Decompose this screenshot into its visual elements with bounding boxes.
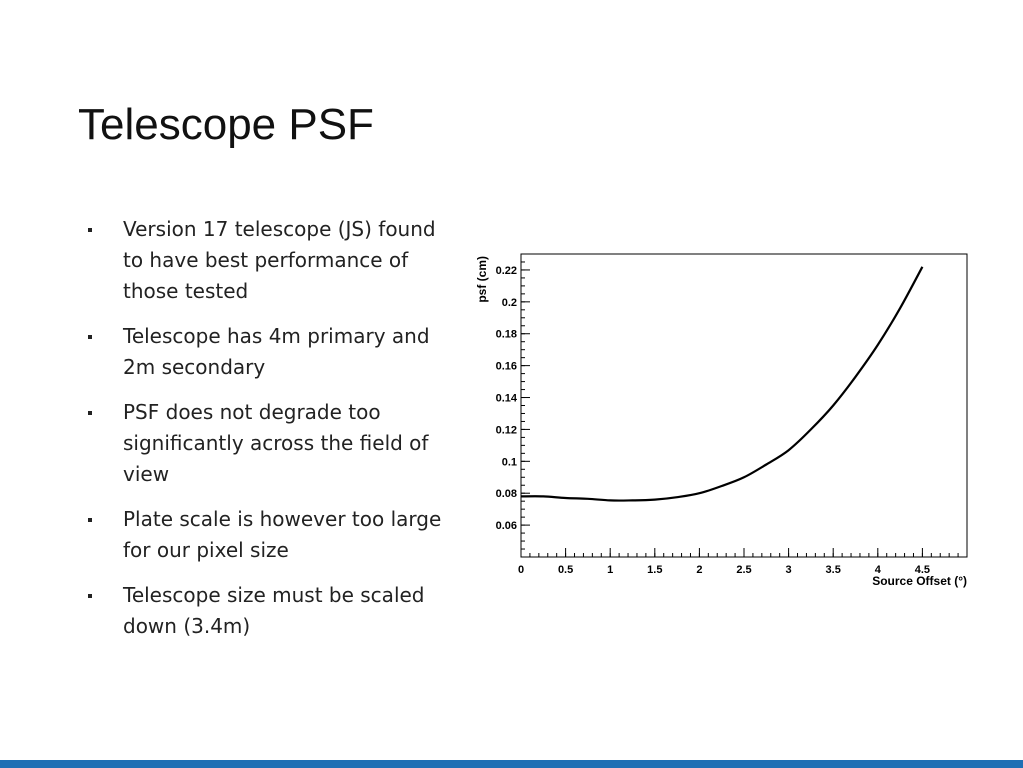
y-tick-label: 0.18: [496, 329, 517, 341]
y-tick-label: 0.2: [502, 297, 517, 309]
chart-svg: 0 0.5 1 1.5 2 2.5 3 3.5 4 4.5 0.06 0.08 0.1 0.12 0.14 0…: [475, 253, 968, 588]
x-tick-label: 3.5: [826, 564, 841, 576]
x-tick-label: 0: [518, 564, 524, 576]
x-tick-label: 1.5: [647, 564, 662, 576]
y-tick-label: 0.08: [496, 488, 517, 500]
x-tick-label: 4: [875, 564, 882, 576]
x-tick-label: 2: [696, 564, 702, 576]
bullet-text: Plate scale is however too large for our…: [123, 507, 442, 562]
bullet-text: PSF does not degrade too significantly a…: [123, 400, 429, 486]
slide-title: Telescope PSF: [78, 100, 374, 149]
bullet-marker-icon: [88, 594, 92, 598]
bullet-marker-icon: [88, 411, 92, 415]
x-axis-label: Source Offset (°): [872, 574, 967, 588]
bullet-item: Telescope has 4m primary and 2m secondar…: [88, 321, 460, 383]
bullet-marker-icon: [88, 518, 92, 522]
x-tick-label: 4.5: [915, 564, 930, 576]
bottom-accent-bar: [0, 760, 1023, 768]
y-tick-label: 0.06: [496, 520, 517, 532]
bullet-list: Version 17 telescope (JS) found to have …: [88, 214, 460, 656]
y-tick-label: 0.12: [496, 424, 517, 436]
bullet-item: PSF does not degrade too significantly a…: [88, 397, 460, 490]
bullet-item: Plate scale is however too large for our…: [88, 504, 460, 566]
plot-frame: [520, 253, 968, 558]
bullet-text: Telescope size must be scaled down (3.4m…: [123, 583, 425, 638]
y-tick-label: 0.16: [496, 361, 517, 373]
y-tick-label: 0.1: [502, 456, 517, 468]
x-tick-label: 3: [786, 564, 792, 576]
x-tick-label: 0.5: [558, 564, 573, 576]
bullet-marker-icon: [88, 335, 92, 339]
bullet-marker-icon: [88, 228, 92, 232]
bullet-item: Telescope size must be scaled down (3.4m…: [88, 580, 460, 642]
y-tick-label: 0.22: [496, 265, 517, 277]
bullet-text: Telescope has 4m primary and 2m secondar…: [123, 324, 430, 379]
bullet-item: Version 17 telescope (JS) found to have …: [88, 214, 460, 307]
y-axis-label: psf (cm): [475, 256, 489, 303]
x-tick-label: 1: [607, 564, 613, 576]
psf-series-line: [520, 266, 924, 502]
y-tick-label: 0.14: [496, 393, 518, 405]
psf-chart: 0 0.5 1 1.5 2 2.5 3 3.5 4 4.5 0.06 0.08 0.1 0.12 0.14 0…: [470, 240, 1000, 600]
x-tick-label: 2.5: [736, 564, 751, 576]
bullet-text: Version 17 telescope (JS) found to have …: [123, 217, 436, 303]
